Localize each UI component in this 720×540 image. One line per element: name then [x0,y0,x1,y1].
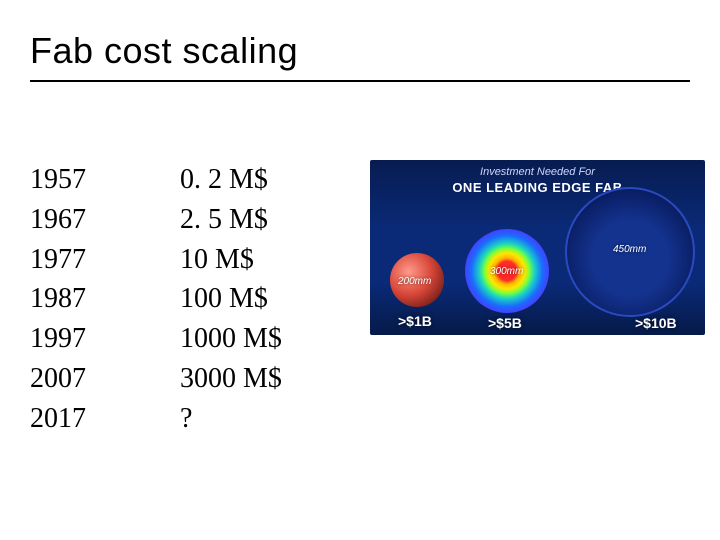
year-cell: 1987 [30,279,180,319]
year-cell: 1977 [30,240,180,280]
cost-cell: 1000 M$ [180,319,360,359]
years-column: 1957 1967 1977 1987 1997 2007 2017 [30,160,180,438]
year-cell: 2007 [30,359,180,399]
wafer-label-450mm: 450mm [613,244,646,255]
chart-circles: 200mm >$1B 300mm >$5B 450mm >$10B [370,160,705,335]
page-title: Fab cost scaling [30,30,298,72]
costs-column: 0. 2 M$ 2. 5 M$ 10 M$ 100 M$ 1000 M$ 300… [180,160,360,438]
fab-investment-chart: Investment Needed For ONE LEADING EDGE F… [370,160,705,335]
title-rule [30,80,690,82]
cost-label-1b: >$1B [398,313,432,329]
cost-cell: 100 M$ [180,279,360,319]
wafer-label-300mm: 300mm [490,266,523,277]
year-cell: 1967 [30,200,180,240]
year-cell: 2017 [30,399,180,439]
cost-table: 1957 1967 1977 1987 1997 2007 2017 0. 2 … [30,160,360,438]
cost-cell: 10 M$ [180,240,360,280]
year-cell: 1957 [30,160,180,200]
cost-cell: 3000 M$ [180,359,360,399]
year-cell: 1997 [30,319,180,359]
cost-cell: 0. 2 M$ [180,160,360,200]
cost-label-5b: >$5B [488,315,522,331]
cost-cell: ? [180,399,360,439]
cost-cell: 2. 5 M$ [180,200,360,240]
cost-label-10b: >$10B [635,315,677,331]
slide: Fab cost scaling 1957 1967 1977 1987 199… [0,0,720,540]
wafer-label-200mm: 200mm [398,276,431,287]
